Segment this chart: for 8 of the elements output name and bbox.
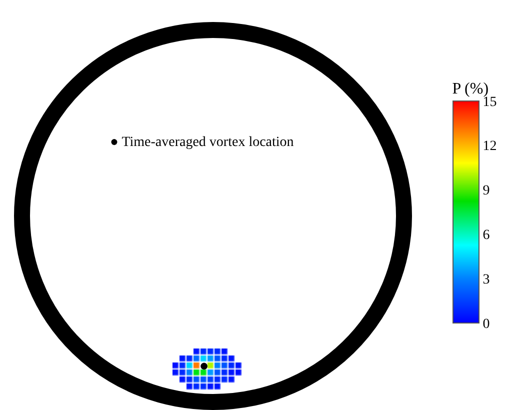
- color-bar-label: 9: [482, 184, 490, 199]
- text: ●: [200, 361, 208, 372]
- color-bar-label: 6: [482, 228, 490, 243]
- color-bar-title: P (%): [452, 80, 489, 98]
- color-bar-label: 3: [482, 272, 490, 288]
- color-bar-label: 12: [482, 139, 497, 154]
- color-bar-label: 0: [482, 316, 490, 332]
- text: ● Time-averaged vortex location: [110, 135, 294, 150]
